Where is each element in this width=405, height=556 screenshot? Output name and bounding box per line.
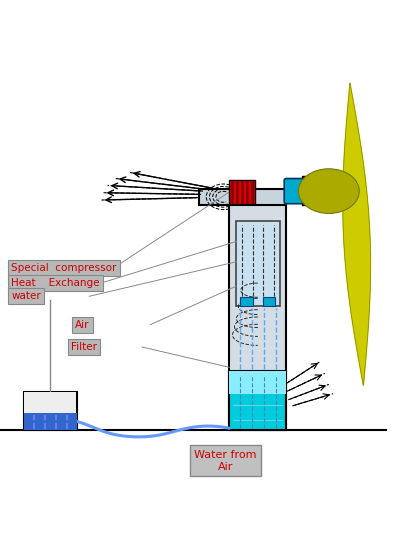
Text: water: water [11,291,41,301]
Text: Air: Air [75,320,90,330]
Polygon shape [342,83,370,386]
Bar [24,393,76,413]
Bar [236,221,279,306]
Bar [240,297,252,306]
Bar [23,391,77,430]
Text: Water from
Air: Water from Air [194,450,256,471]
Text: Filter: Filter [71,342,97,352]
Bar [302,187,313,195]
Bar [229,371,286,394]
Text: Special  compressor: Special compressor [11,263,117,273]
Bar [23,413,77,430]
Text: Heat    Exchange: Heat Exchange [11,278,100,288]
Ellipse shape [298,169,358,214]
Bar [198,188,286,205]
Bar [262,297,275,306]
FancyBboxPatch shape [284,178,304,203]
Bar [302,176,338,205]
Bar [229,180,254,203]
Bar [229,371,286,430]
Bar [229,203,286,430]
